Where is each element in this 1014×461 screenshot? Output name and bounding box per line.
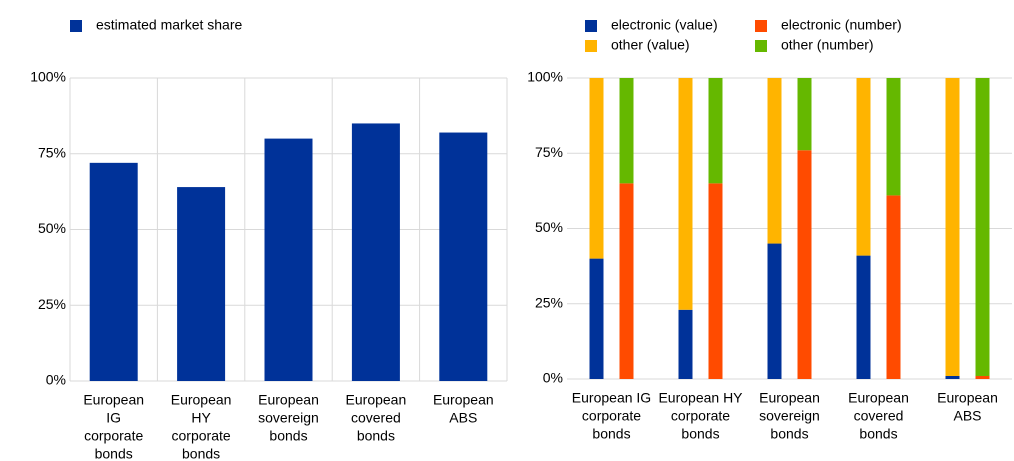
bar-segment xyxy=(767,243,782,379)
bar-segment xyxy=(886,195,901,379)
legend-swatch xyxy=(70,20,82,32)
x-tick-label: European xyxy=(171,392,232,408)
legend-label: other (value) xyxy=(611,37,690,53)
bar-segment xyxy=(886,78,901,196)
legend-swatch xyxy=(585,20,597,32)
bar-segment xyxy=(975,375,990,379)
x-tick-label: European xyxy=(759,390,820,406)
x-tick-label: IG xyxy=(106,410,121,426)
y-tick-label: 100% xyxy=(527,69,563,85)
y-tick-label: 75% xyxy=(535,144,563,160)
bar-segment xyxy=(797,78,812,151)
bar xyxy=(439,132,488,381)
x-tick-label: bonds xyxy=(357,428,395,444)
y-tick-label: 100% xyxy=(30,69,66,85)
x-tick-label: European xyxy=(346,392,407,408)
bar-segment xyxy=(797,150,812,379)
bar xyxy=(264,138,313,381)
bar-segment xyxy=(767,78,782,244)
x-tick-label: bonds xyxy=(681,426,719,442)
x-tick-label: bonds xyxy=(770,426,808,442)
bar-segment xyxy=(708,183,723,379)
x-tick-label: ABS xyxy=(953,408,981,424)
x-tick-label: bonds xyxy=(269,428,307,444)
bar-segment xyxy=(945,78,960,376)
x-tick-label: ABS xyxy=(449,410,477,426)
x-tick-label: bonds xyxy=(592,426,630,442)
bar-segment xyxy=(856,78,871,256)
x-tick-label: corporate xyxy=(671,408,730,424)
bar xyxy=(177,187,226,381)
bar-segment xyxy=(708,78,723,184)
bar-segment xyxy=(589,258,604,379)
y-tick-label: 0% xyxy=(543,370,563,386)
y-tick-label: 25% xyxy=(38,296,66,312)
x-tick-label: European HY xyxy=(658,390,743,406)
legend-label: electronic (value) xyxy=(611,17,718,33)
bar-segment xyxy=(856,255,871,379)
legend-swatch xyxy=(755,40,767,52)
bar xyxy=(351,123,400,381)
y-tick-label: 0% xyxy=(46,372,66,388)
x-tick-label: covered xyxy=(854,408,904,424)
x-tick-label: European xyxy=(848,390,909,406)
x-tick-label: covered xyxy=(351,410,401,426)
bar-segment xyxy=(945,375,960,379)
bar-segment xyxy=(678,309,693,379)
x-tick-label: HY xyxy=(191,410,211,426)
x-tick-label: European xyxy=(937,390,998,406)
x-tick-label: bonds xyxy=(182,446,220,461)
legend-label: other (number) xyxy=(781,37,874,53)
x-tick-label: corporate xyxy=(582,408,641,424)
bar xyxy=(89,162,138,381)
bar-segment xyxy=(619,78,634,184)
x-tick-label: bonds xyxy=(859,426,897,442)
x-tick-label: European xyxy=(258,392,319,408)
legend-swatch xyxy=(755,20,767,32)
x-tick-label: bonds xyxy=(95,446,133,461)
x-tick-label: European IG xyxy=(572,390,651,406)
legend-label: electronic (number) xyxy=(781,17,902,33)
y-tick-label: 75% xyxy=(38,144,66,160)
x-tick-label: sovereign xyxy=(258,410,319,426)
x-tick-label: corporate xyxy=(172,428,231,444)
legend-label: estimated market share xyxy=(96,17,242,33)
bar-segment xyxy=(678,78,693,310)
bar-segment xyxy=(619,183,634,379)
x-tick-label: European xyxy=(433,392,494,408)
legend-swatch xyxy=(585,40,597,52)
x-tick-label: European xyxy=(83,392,144,408)
x-tick-label: corporate xyxy=(84,428,143,444)
y-tick-label: 50% xyxy=(535,219,563,235)
y-tick-label: 50% xyxy=(38,220,66,236)
x-tick-label: sovereign xyxy=(759,408,820,424)
bar-segment xyxy=(589,78,604,259)
y-tick-label: 25% xyxy=(535,294,563,310)
bar-segment xyxy=(975,78,990,376)
